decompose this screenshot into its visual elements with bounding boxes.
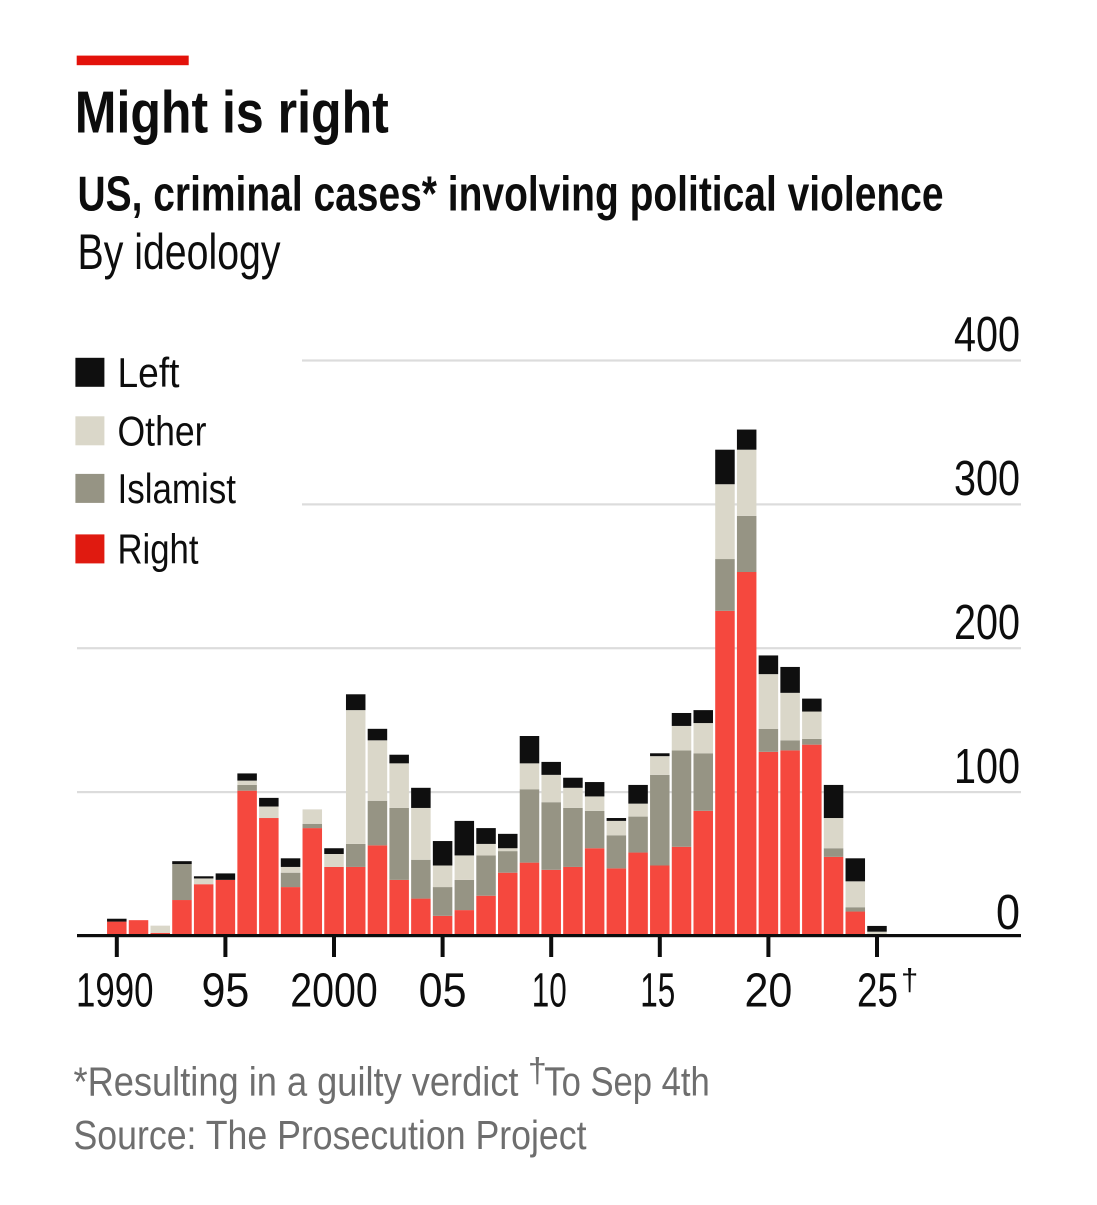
svg-text:Source: The Prosecution Projec: Source: The Prosecution Project xyxy=(74,1112,588,1158)
svg-text:20: 20 xyxy=(744,965,792,1018)
svg-text:†: † xyxy=(528,1052,547,1090)
svg-text:US, criminal cases* involving: US, criminal cases* involving political … xyxy=(78,166,944,221)
svg-text:95: 95 xyxy=(201,965,249,1018)
svg-text:To Sep 4th: To Sep 4th xyxy=(544,1059,710,1105)
svg-text:15: 15 xyxy=(640,965,675,1018)
svg-text:By ideology: By ideology xyxy=(78,224,281,280)
svg-text:400: 400 xyxy=(954,308,1020,362)
svg-text:Left: Left xyxy=(118,349,180,396)
svg-text:*Resulting in a guilty verdict: *Resulting in a guilty verdict xyxy=(74,1059,520,1105)
svg-text:Right: Right xyxy=(118,526,199,573)
svg-text:200: 200 xyxy=(954,596,1020,650)
svg-text:25: 25 xyxy=(857,965,898,1018)
svg-text:1990: 1990 xyxy=(76,965,154,1018)
svg-text:†: † xyxy=(901,962,918,997)
svg-text:300: 300 xyxy=(954,452,1020,506)
svg-text:100: 100 xyxy=(954,740,1020,794)
svg-text:Might is right: Might is right xyxy=(75,80,389,146)
svg-text:Islamist: Islamist xyxy=(118,465,237,512)
svg-text:0: 0 xyxy=(996,886,1020,940)
svg-text:05: 05 xyxy=(419,965,467,1018)
svg-text:Other: Other xyxy=(118,408,207,455)
svg-text:2000: 2000 xyxy=(290,965,378,1018)
svg-text:10: 10 xyxy=(532,965,567,1018)
